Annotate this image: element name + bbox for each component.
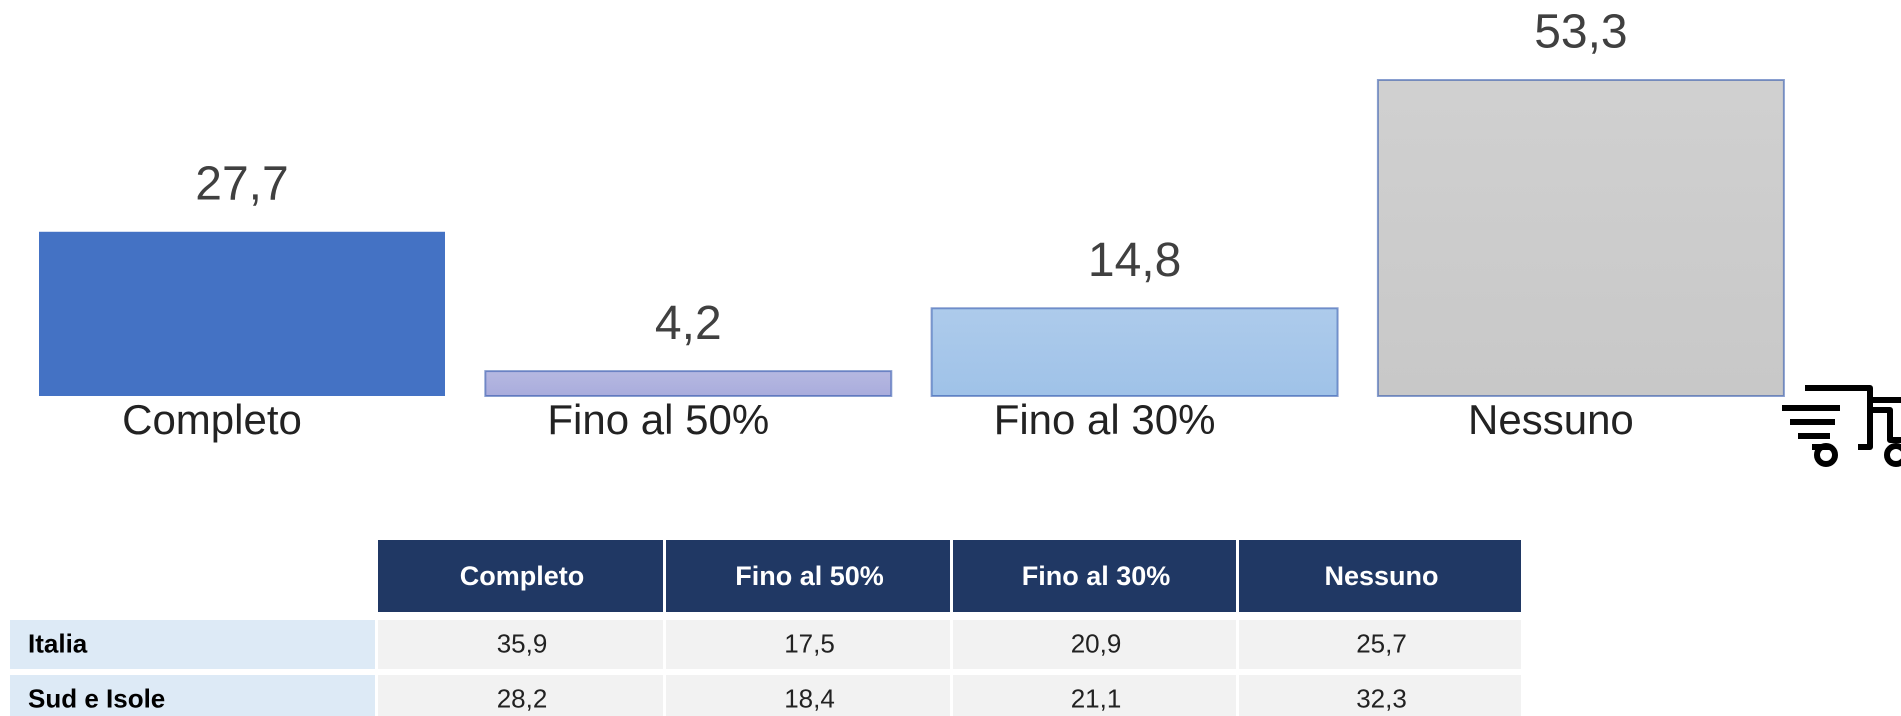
cell-text: 28,2: [497, 683, 548, 713]
header-text: Nessuno: [1324, 561, 1438, 591]
bar: [930, 307, 1339, 397]
data-cell: [953, 620, 1236, 669]
cell-text: 32,3: [1356, 683, 1407, 713]
category-label: Nessuno: [1468, 396, 1634, 443]
row-header-text: Sud e Isole: [28, 683, 165, 713]
header-cell: [953, 540, 1236, 612]
cell-text: 18,4: [784, 683, 835, 713]
data-cell: [666, 675, 950, 716]
data-cell: [378, 675, 663, 716]
category-label: Fino al 50%: [547, 396, 769, 443]
data-cell: [953, 675, 1236, 716]
value-label: 4,2: [655, 297, 722, 350]
header-text: Completo: [460, 561, 585, 591]
data-cell: [666, 620, 950, 669]
data-cell: [1239, 675, 1521, 716]
cell-text: 17,5: [784, 628, 835, 658]
header-text: Fino al 30%: [1022, 561, 1171, 591]
header-cell: [378, 540, 663, 612]
truck-icon: [1782, 385, 1901, 467]
bar: [39, 231, 445, 396]
value-label: 27,7: [195, 157, 288, 210]
data-cell: [1239, 620, 1521, 669]
value-label: 53,3: [1534, 6, 1627, 59]
bar: [1376, 79, 1785, 397]
row-header-cell: [10, 620, 375, 669]
row-header-cell: [10, 675, 375, 716]
cell-text: 25,7: [1356, 628, 1407, 658]
header-text: Fino al 50%: [735, 561, 884, 591]
category-label: Fino al 30%: [994, 396, 1216, 443]
header-cell: [666, 540, 950, 612]
header-cell: [1239, 540, 1521, 612]
cell-text: 35,9: [497, 628, 548, 658]
cell-text: 21,1: [1071, 683, 1122, 713]
row-header-text: Italia: [28, 628, 88, 658]
cell-text: 20,9: [1071, 628, 1122, 658]
data-cell: [378, 620, 663, 669]
bar: [484, 370, 893, 397]
category-label: Completo: [122, 396, 302, 443]
value-label: 14,8: [1088, 234, 1181, 287]
